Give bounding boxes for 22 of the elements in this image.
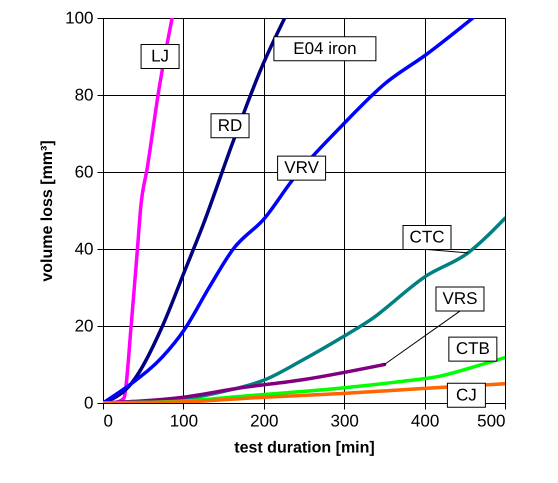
y-tick-label: 0 [84, 394, 94, 412]
x-tick-label: 500 [477, 412, 506, 430]
series-label: CTB [456, 339, 490, 358]
text: E04 iron [293, 38, 357, 58]
series-label: RD [218, 116, 242, 135]
series-label: LJ [151, 46, 170, 66]
y-tick-label: 100 [65, 8, 94, 28]
series-label: CTC [410, 227, 444, 246]
y-tick-label: 80 [74, 86, 94, 104]
series-label: CJ [456, 385, 477, 404]
text: VRS [442, 289, 478, 308]
x-tick-label: 200 [250, 412, 278, 430]
x-tick-label: 0 [104, 412, 113, 430]
x-tick-label: 400 [410, 412, 440, 430]
y-tick-label: 60 [74, 162, 94, 182]
x-tick-label: 300 [330, 412, 359, 430]
y-tick-label: 20 [74, 316, 94, 336]
y-axis-title: volume loss [mm³] [39, 140, 56, 282]
series-label: VRV [284, 158, 320, 178]
x-tick-label: 100 [170, 412, 198, 430]
y-tick-label: 40 [74, 240, 94, 258]
x-axis-title: test duration [min] [234, 440, 375, 456]
